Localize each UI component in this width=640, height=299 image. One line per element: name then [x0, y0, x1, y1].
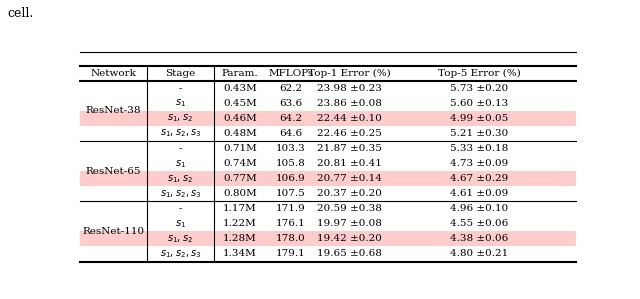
Text: ResNet-65: ResNet-65: [86, 167, 141, 176]
Bar: [80, 171, 576, 186]
Text: -: -: [179, 204, 182, 213]
Text: 105.8: 105.8: [276, 159, 306, 168]
Text: 4.96 ±0.10: 4.96 ±0.10: [450, 204, 508, 213]
Text: 0.77M: 0.77M: [223, 174, 257, 183]
Text: 0.48M: 0.48M: [223, 129, 257, 138]
Text: $s_1, s_2$: $s_1, s_2$: [168, 113, 193, 124]
Text: 21.87 ±0.35: 21.87 ±0.35: [317, 144, 381, 153]
Text: Top-5 Error (%): Top-5 Error (%): [438, 69, 521, 78]
Text: 179.1: 179.1: [276, 249, 306, 258]
Text: 103.3: 103.3: [276, 144, 306, 153]
Text: 4.73 ±0.09: 4.73 ±0.09: [450, 159, 508, 168]
Text: 176.1: 176.1: [276, 219, 306, 228]
Text: 0.46M: 0.46M: [223, 114, 257, 123]
Text: 5.33 ±0.18: 5.33 ±0.18: [450, 144, 508, 153]
Text: 22.46 ±0.25: 22.46 ±0.25: [317, 129, 381, 138]
Text: Network: Network: [90, 69, 136, 78]
Text: 62.2: 62.2: [279, 84, 302, 93]
Text: 20.81 ±0.41: 20.81 ±0.41: [317, 159, 381, 168]
Text: $s_1, s_2, s_3$: $s_1, s_2, s_3$: [160, 188, 201, 200]
Text: 20.37 ±0.20: 20.37 ±0.20: [317, 189, 381, 198]
Text: 4.80 ±0.21: 4.80 ±0.21: [450, 249, 508, 258]
Text: $s_1, s_2$: $s_1, s_2$: [168, 173, 193, 184]
Text: 4.67 ±0.29: 4.67 ±0.29: [450, 174, 508, 183]
Text: $s_1$: $s_1$: [175, 218, 186, 230]
Text: 171.9: 171.9: [276, 204, 306, 213]
Text: MFLOPs: MFLOPs: [268, 69, 314, 78]
Text: ResNet-38: ResNet-38: [86, 106, 141, 115]
Text: 63.6: 63.6: [279, 99, 302, 108]
Text: -: -: [179, 84, 182, 93]
Text: 4.38 ±0.06: 4.38 ±0.06: [450, 234, 508, 243]
Text: 19.65 ±0.68: 19.65 ±0.68: [317, 249, 381, 258]
Text: $s_1, s_2, s_3$: $s_1, s_2, s_3$: [160, 248, 201, 260]
Text: 1.28M: 1.28M: [223, 234, 257, 243]
Text: 64.6: 64.6: [279, 129, 302, 138]
Text: 19.42 ±0.20: 19.42 ±0.20: [317, 234, 381, 243]
Text: 107.5: 107.5: [276, 189, 306, 198]
Text: $s_1, s_2$: $s_1, s_2$: [168, 233, 193, 245]
Text: cell.: cell.: [8, 7, 34, 20]
Text: ResNet-110: ResNet-110: [83, 227, 145, 236]
Text: 106.9: 106.9: [276, 174, 306, 183]
Text: 23.86 ±0.08: 23.86 ±0.08: [317, 99, 381, 108]
Text: 0.45M: 0.45M: [223, 99, 257, 108]
Text: $s_1$: $s_1$: [175, 158, 186, 170]
Text: Top-1 Error (%): Top-1 Error (%): [308, 69, 390, 78]
Text: 1.17M: 1.17M: [223, 204, 257, 213]
Text: 19.97 ±0.08: 19.97 ±0.08: [317, 219, 381, 228]
Text: 4.55 ±0.06: 4.55 ±0.06: [450, 219, 508, 228]
Text: 4.99 ±0.05: 4.99 ±0.05: [450, 114, 508, 123]
Text: $s_1, s_2, s_3$: $s_1, s_2, s_3$: [160, 128, 201, 139]
Text: 20.77 ±0.14: 20.77 ±0.14: [317, 174, 381, 183]
Text: 4.61 ±0.09: 4.61 ±0.09: [450, 189, 508, 198]
Bar: [80, 111, 576, 126]
Text: 64.2: 64.2: [279, 114, 302, 123]
Text: 5.73 ±0.20: 5.73 ±0.20: [450, 84, 508, 93]
Text: -: -: [179, 144, 182, 153]
Text: 0.43M: 0.43M: [223, 84, 257, 93]
Text: 178.0: 178.0: [276, 234, 306, 243]
Text: 0.71M: 0.71M: [223, 144, 257, 153]
Text: 5.60 ±0.13: 5.60 ±0.13: [450, 99, 508, 108]
Text: 20.59 ±0.38: 20.59 ±0.38: [317, 204, 381, 213]
Text: 22.44 ±0.10: 22.44 ±0.10: [317, 114, 381, 123]
Text: 0.74M: 0.74M: [223, 159, 257, 168]
Text: $s_1$: $s_1$: [175, 97, 186, 109]
Text: 1.22M: 1.22M: [223, 219, 257, 228]
Text: 1.34M: 1.34M: [223, 249, 257, 258]
Text: Param.: Param.: [221, 69, 259, 78]
Text: Stage: Stage: [165, 69, 196, 78]
Text: 0.80M: 0.80M: [223, 189, 257, 198]
Text: 23.98 ±0.23: 23.98 ±0.23: [317, 84, 381, 93]
Text: 5.21 ±0.30: 5.21 ±0.30: [450, 129, 508, 138]
Bar: [80, 231, 576, 246]
